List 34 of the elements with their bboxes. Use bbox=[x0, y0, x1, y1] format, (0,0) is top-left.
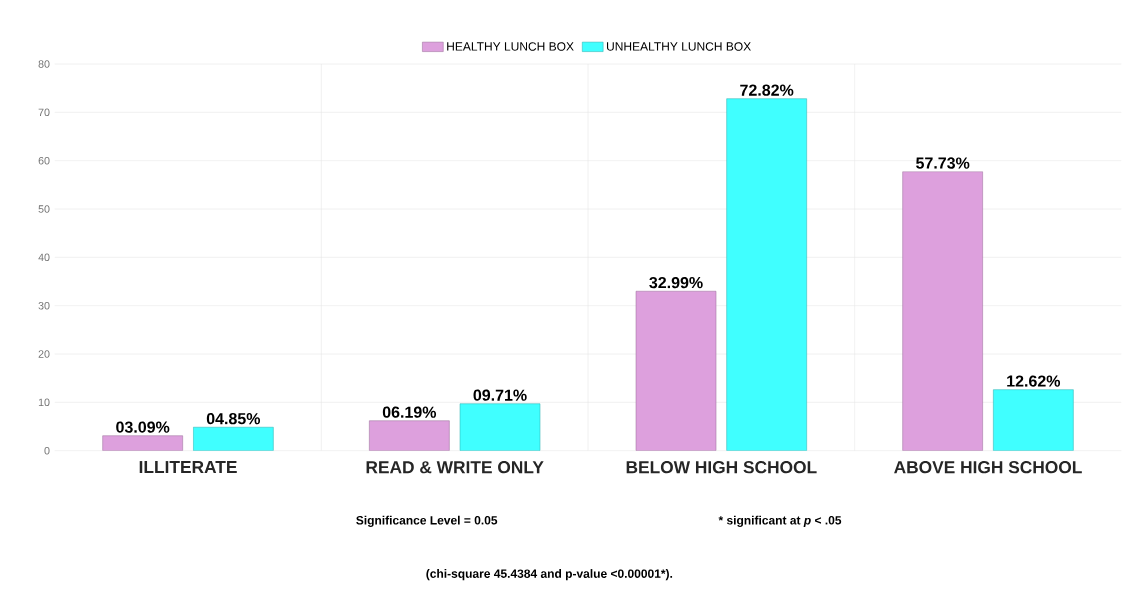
data-label: 06.19% bbox=[382, 406, 437, 418]
y-tick-label: 50 bbox=[38, 205, 50, 213]
bar bbox=[902, 171, 983, 451]
text: * significant at p < .05 bbox=[718, 515, 842, 527]
y-tick-label: 0 bbox=[44, 446, 50, 455]
data-label: 72.82% bbox=[740, 84, 794, 96]
data-label: 12.62% bbox=[1007, 375, 1061, 387]
legend-label: HEALTHY LUNCH BOX bbox=[447, 42, 574, 51]
y-tick-label: 80 bbox=[38, 60, 50, 68]
legend-label: UNHEALTHY LUNCH BOX bbox=[606, 42, 751, 51]
y-tick-label: 70 bbox=[38, 108, 50, 117]
y-tick-label: 60 bbox=[38, 156, 50, 165]
text: Significance Level = 0.05 bbox=[356, 515, 498, 527]
data-label: 32.99% bbox=[649, 276, 703, 289]
x-tick-label: BELOW HIGH SCHOOL bbox=[626, 461, 817, 474]
text: (chi-square 45.4384 and p-value <0.00001*). bbox=[426, 569, 673, 581]
data-label: 57.73% bbox=[916, 157, 970, 169]
bar bbox=[193, 426, 274, 451]
bar bbox=[993, 389, 1074, 451]
data-label: 04.85% bbox=[206, 412, 261, 425]
bar bbox=[635, 290, 717, 451]
data-label: 09.71% bbox=[473, 389, 527, 401]
x-tick-label: ILLITERATE bbox=[139, 461, 237, 473]
data-label: 03.09% bbox=[116, 421, 170, 433]
bar bbox=[102, 435, 183, 451]
y-tick-label: 10 bbox=[38, 398, 50, 407]
bar bbox=[369, 420, 450, 451]
y-tick-label: 30 bbox=[38, 301, 50, 310]
bar bbox=[726, 98, 807, 451]
y-tick-label: 20 bbox=[38, 350, 50, 358]
x-tick-label: ABOVE HIGH SCHOOL bbox=[894, 461, 1082, 474]
bar bbox=[459, 403, 541, 451]
x-tick-label: READ & WRITE ONLY bbox=[366, 461, 544, 474]
y-tick-label: 40 bbox=[38, 253, 50, 262]
